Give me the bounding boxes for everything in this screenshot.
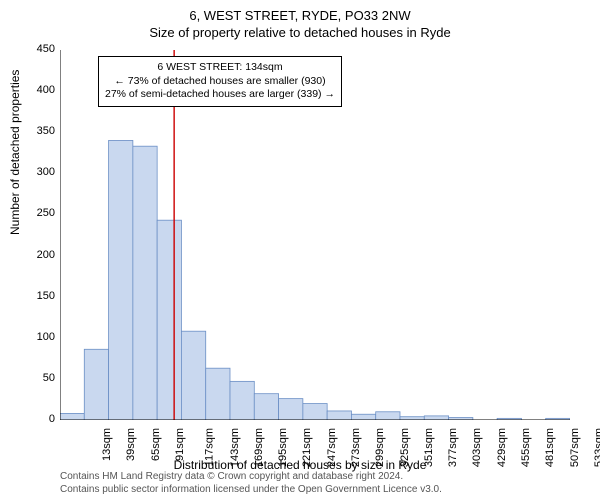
y-tick-label: 300 — [15, 166, 55, 178]
x-tick-label: 273sqm — [350, 428, 362, 467]
x-tick-label: 117sqm — [204, 428, 216, 466]
x-tick-label: 247sqm — [326, 428, 338, 467]
annotation-box: 6 WEST STREET: 134sqm ← 73% of detached … — [98, 56, 342, 107]
histogram-bar — [133, 146, 157, 420]
x-axis-label: Distribution of detached houses by size … — [0, 458, 600, 472]
x-tick-label: 65sqm — [150, 428, 162, 461]
footer-line1: Contains HM Land Registry data © Crown c… — [60, 471, 442, 484]
y-tick-label: 350 — [15, 125, 55, 137]
histogram-bar — [254, 394, 278, 420]
histogram-bar — [206, 368, 230, 420]
histogram-bar — [351, 414, 375, 420]
annotation-line2: ← 73% of detached houses are smaller (93… — [105, 75, 335, 89]
x-tick-label: 169sqm — [253, 428, 265, 467]
histogram-bar — [84, 349, 108, 420]
x-tick-label: 195sqm — [277, 428, 289, 467]
x-tick-label: 351sqm — [423, 428, 435, 467]
x-tick-label: 325sqm — [399, 428, 411, 467]
x-tick-label: 429sqm — [496, 428, 508, 467]
y-tick-label: 450 — [15, 43, 55, 55]
y-tick-label: 200 — [15, 249, 55, 261]
histogram-bar — [327, 411, 351, 420]
x-tick-label: 533sqm — [593, 428, 600, 467]
x-tick-label: 377sqm — [447, 428, 459, 467]
chart-title-line2: Size of property relative to detached ho… — [0, 25, 600, 40]
y-tick-label: 150 — [15, 290, 55, 302]
y-tick-label: 250 — [15, 207, 55, 219]
histogram-bar — [279, 399, 303, 420]
chart-title-line1: 6, WEST STREET, RYDE, PO33 2NW — [0, 8, 600, 23]
annotation-line3: 27% of semi-detached houses are larger (… — [105, 88, 335, 102]
x-tick-label: 299sqm — [374, 428, 386, 467]
y-tick-label: 100 — [15, 331, 55, 343]
x-tick-label: 481sqm — [544, 428, 556, 467]
histogram-bar — [157, 220, 181, 420]
histogram-bar — [181, 331, 205, 420]
footer-line2: Contains public sector information licen… — [60, 484, 442, 497]
x-tick-label: 403sqm — [472, 428, 484, 467]
y-tick-label: 400 — [15, 84, 55, 96]
footer-attribution: Contains HM Land Registry data © Crown c… — [60, 471, 442, 496]
histogram-bar — [376, 412, 400, 420]
chart-area: 6 WEST STREET: 134sqm ← 73% of detached … — [60, 50, 570, 420]
chart-title-block: 6, WEST STREET, RYDE, PO33 2NW Size of p… — [0, 0, 600, 40]
x-tick-label: 13sqm — [101, 428, 113, 461]
histogram-bar — [60, 413, 84, 420]
y-tick-label: 0 — [15, 413, 55, 425]
histogram-bar — [303, 404, 327, 420]
x-tick-label: 507sqm — [569, 428, 581, 467]
annotation-line1: 6 WEST STREET: 134sqm — [105, 61, 335, 75]
histogram-bar — [109, 140, 133, 420]
x-tick-label: 221sqm — [302, 428, 314, 467]
x-tick-label: 455sqm — [520, 428, 532, 467]
y-tick-label: 50 — [15, 372, 55, 384]
x-tick-label: 143sqm — [229, 428, 241, 467]
histogram-bar — [230, 381, 254, 420]
histogram-bar — [424, 416, 448, 420]
x-tick-label: 91sqm — [174, 428, 186, 461]
x-tick-label: 39sqm — [125, 428, 137, 461]
